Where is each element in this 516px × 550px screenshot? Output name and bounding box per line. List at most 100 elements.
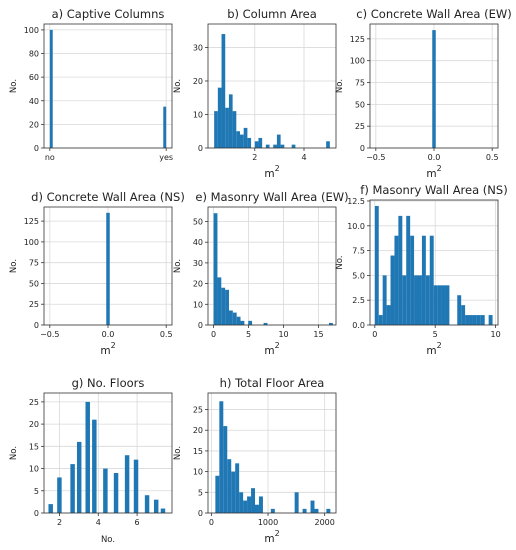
y-tick-label: 20 xyxy=(193,426,203,435)
histogram-bar xyxy=(228,94,233,148)
x-tick-label: 5 xyxy=(433,330,438,339)
histogram-bar xyxy=(49,29,53,148)
histogram-bar xyxy=(441,285,446,325)
histogram-bar xyxy=(231,471,236,513)
y-axis-label: No. xyxy=(9,259,19,273)
y-tick-label: 0 xyxy=(198,144,203,153)
x-tick-label: 0.5 xyxy=(160,330,173,339)
histogram-bar xyxy=(410,235,415,325)
x-axis-label-superscript: 2 xyxy=(275,341,280,350)
y-tick-label: 30 xyxy=(193,43,203,52)
y-tick-label: 20 xyxy=(193,280,203,289)
chart-panel-5: 0 5 10 0.0 2.5 5.0 7.5 10.0 12.5f) Masonry Wall … xyxy=(335,183,508,357)
chart-panel-3: −0.5 0.0 0.5 0 25 50 75 100 125 d) Concrete Wall … xyxy=(9,190,185,357)
x-axis-label-superscript: 2 xyxy=(437,341,442,350)
y-tick-label: 5 xyxy=(198,488,203,497)
histogram-bar xyxy=(457,295,462,325)
y-tick-label: 50 xyxy=(355,100,365,109)
histogram-bar xyxy=(213,213,218,325)
x-axis-label: m2 xyxy=(426,164,441,180)
chart-title: g) No. Floors xyxy=(72,376,145,390)
x-tick-label: 2 xyxy=(252,153,257,162)
y-tick-label: 5 xyxy=(34,487,39,496)
chart-panel-6: 2 4 6 0 5 10 15 20 25 g) No. Floors No. No. xyxy=(9,376,173,545)
chart-title: e) Masonry Wall Area (EW) xyxy=(195,190,348,204)
chart-panel-0: no yes 0 20 40 60 80 100 a) Captive Columns No. xyxy=(9,7,173,162)
y-tick-label: 80 xyxy=(29,50,39,59)
y-tick-label: 125 xyxy=(350,35,365,44)
x-tick-label: 2 xyxy=(57,518,62,527)
y-tick-label: 100 xyxy=(350,57,365,66)
histogram-bar xyxy=(476,315,481,325)
x-axis-label-superscript: 2 xyxy=(437,164,442,173)
x-axis-label: m2 xyxy=(426,341,441,357)
histogram-bar xyxy=(386,305,391,325)
x-tick-label: 10 xyxy=(490,330,500,339)
y-tick-label: 30 xyxy=(193,259,203,268)
x-tick-label: 0.0 xyxy=(428,153,441,162)
chart-panel-4: 0 5 10 15 0 10 20 30 40 50 e) Masonry Wall Area (E… xyxy=(173,190,349,357)
histogram-bar xyxy=(382,275,387,325)
y-tick-label: 50 xyxy=(193,217,203,226)
y-tick-label: 15 xyxy=(29,442,39,451)
histogram-bar xyxy=(232,111,237,148)
histogram-bar xyxy=(432,30,436,148)
axes-frame xyxy=(207,23,337,149)
y-tick-label: 10 xyxy=(193,300,203,309)
x-tick-label: 15 xyxy=(313,330,323,339)
histogram-bar xyxy=(225,289,229,325)
histogram-bar xyxy=(254,141,259,148)
histogram-bar xyxy=(429,235,434,325)
chart-title: d) Concrete Wall Area (NS) xyxy=(31,190,185,204)
x-axis-label-text: No. xyxy=(101,535,115,545)
y-axis-label: No. xyxy=(335,79,345,93)
x-axis-label-superscript: 2 xyxy=(275,164,280,173)
histogram-bar xyxy=(221,287,226,325)
x-tick-label: 2000 xyxy=(314,518,334,527)
y-tick-label: 20 xyxy=(29,420,39,429)
histogram-bar xyxy=(214,111,218,148)
histogram-bar xyxy=(291,144,296,148)
histogram-bar xyxy=(326,508,331,513)
x-tick-label: 0 xyxy=(372,330,377,339)
x-tick-label: 10 xyxy=(278,330,288,339)
histogram-bar xyxy=(124,455,130,513)
x-tick-label: 0.0 xyxy=(102,330,115,339)
y-tick-label: 0 xyxy=(34,509,39,518)
y-tick-label: 25 xyxy=(193,406,203,415)
histogram-bar xyxy=(326,141,330,148)
axes-frame xyxy=(207,392,337,514)
histogram-bar xyxy=(247,496,252,513)
histogram-bar xyxy=(406,215,411,325)
histogram-bar xyxy=(418,275,422,325)
x-axis-label: m2 xyxy=(264,341,279,357)
x-axis-label: m2 xyxy=(264,164,279,180)
y-axis-label: No. xyxy=(173,79,183,93)
chart-title: b) Column Area xyxy=(227,7,317,21)
x-tick-label: −0.5 xyxy=(40,330,59,339)
y-axis-label: No. xyxy=(173,446,183,460)
y-tick-label: 15 xyxy=(193,447,203,456)
x-axis-label-text: m xyxy=(426,168,436,180)
histogram-bar xyxy=(445,285,450,325)
y-tick-label: 12.5 xyxy=(347,197,365,206)
x-axis-label-text: m xyxy=(264,533,274,545)
y-tick-label: 20 xyxy=(29,120,39,129)
y-tick-label: 25 xyxy=(355,122,365,131)
histogram-bar xyxy=(378,315,383,325)
histogram-bar xyxy=(70,464,75,513)
y-tick-label: 100 xyxy=(24,238,39,247)
histogram-bar xyxy=(235,463,240,513)
y-axis-label: No. xyxy=(173,259,183,273)
histogram-bar xyxy=(239,492,244,513)
histogram-bar xyxy=(232,312,237,325)
histogram-bar xyxy=(57,477,62,513)
x-tick-label: 1000 xyxy=(258,518,278,527)
y-tick-label: 60 xyxy=(29,73,39,82)
x-axis-label: m2 xyxy=(100,341,115,357)
histogram-bar xyxy=(236,316,241,325)
x-tick-label: 0 xyxy=(211,330,216,339)
x-tick-label: 0.5 xyxy=(486,153,499,162)
axes-frame xyxy=(43,23,173,149)
